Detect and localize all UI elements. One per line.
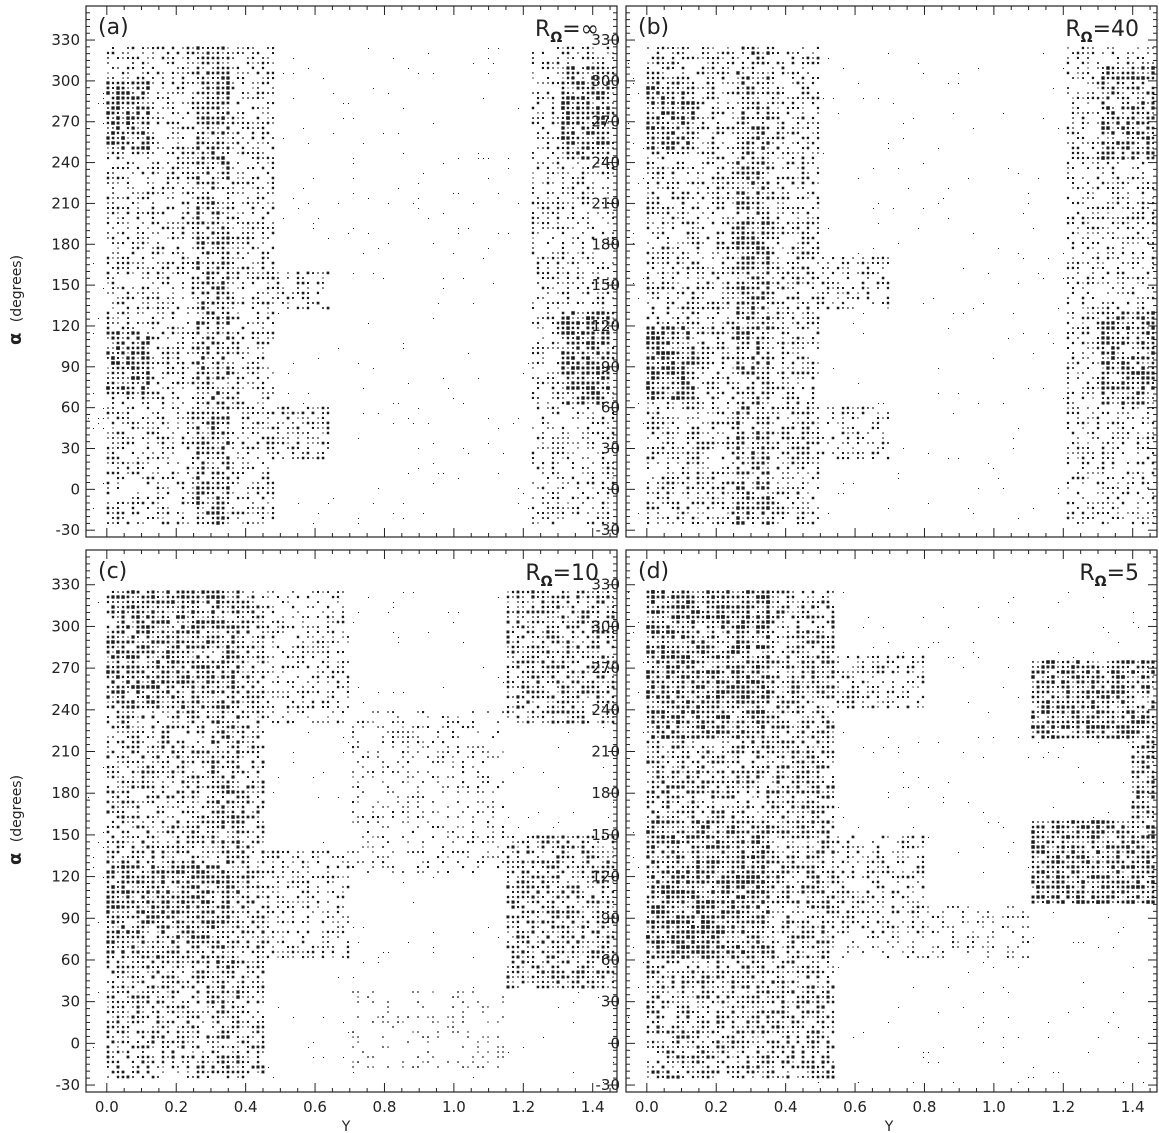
panel-label: (c) (98, 559, 127, 584)
y-tick-label: 210 (51, 743, 80, 761)
x-tick-label: 0.4 (234, 1098, 258, 1116)
y-tick-label: 300 (51, 72, 80, 90)
y-tick-label: 270 (591, 113, 620, 131)
x-tick-label: 0.8 (373, 1098, 397, 1116)
y-tick-label: 0 (70, 1034, 80, 1052)
y-tick-label: 150 (51, 276, 80, 294)
y-tick-label: 180 (51, 784, 80, 802)
r-omega-annotation: RΩ=∞ (535, 17, 599, 46)
plot-frame (625, 5, 1158, 538)
y-tick-label: 330 (51, 31, 80, 49)
x-tick-label: 1.4 (581, 1098, 605, 1116)
y-tick-label: 30 (61, 440, 80, 458)
y-tick-label: 60 (601, 399, 620, 417)
y-tick-label: 210 (591, 194, 620, 212)
y-tick-label: 270 (591, 659, 620, 677)
y-tick-label: 240 (591, 154, 620, 172)
panel-label: (a) (98, 15, 129, 40)
x-tick-label: 0.8 (913, 1098, 937, 1116)
density-points (628, 590, 1155, 1083)
y-tick-label: 240 (591, 701, 620, 719)
y-tick-label: 210 (591, 743, 620, 761)
r-omega-annotation: RΩ=5 (1079, 561, 1139, 590)
y-tick-label: 120 (591, 868, 620, 886)
y-tick-label: 150 (591, 826, 620, 844)
y-tick-label: 330 (591, 576, 620, 594)
y-tick-label: -30 (596, 521, 621, 539)
y-tick-label: 150 (51, 826, 80, 844)
plot-frame (85, 549, 618, 1093)
y-tick-label: 210 (51, 194, 80, 212)
y-tick-label: 90 (61, 358, 80, 376)
ylabel-top: α (degrees) (5, 255, 26, 345)
ylabel-text: (degrees) (9, 775, 25, 842)
y-tick-label: 60 (601, 951, 620, 969)
panel-label: (b) (638, 15, 669, 40)
x-tick-label: 1.0 (982, 1098, 1006, 1116)
ylabel-symbol: α (5, 853, 26, 865)
y-tick-label: 90 (601, 909, 620, 927)
x-tick-label: 1.2 (511, 1098, 535, 1116)
density-points (88, 43, 615, 525)
y-tick-label: 30 (601, 440, 620, 458)
panel-d: -30 0 30 60 90 120 150 180 210 240 270 300 330 0.0 0.2… (591, 549, 1158, 1116)
density-points (88, 590, 615, 1083)
x-tick-label: 1.4 (1121, 1098, 1145, 1116)
y-tick-label: 150 (591, 276, 620, 294)
y-tick-label: 120 (51, 868, 80, 886)
xlabel-left: Y (341, 1119, 351, 1133)
y-tick-label: 300 (51, 617, 80, 635)
x-tick-label: 0.6 (843, 1098, 867, 1116)
y-tick-label: -30 (56, 521, 81, 539)
x-tick-label: 0.6 (303, 1098, 327, 1116)
x-tick-label: 0.2 (704, 1098, 728, 1116)
y-tick-label: 240 (51, 154, 80, 172)
y-tick-label: 60 (61, 951, 80, 969)
ylabel-text: (degrees) (9, 255, 25, 322)
y-tick-label: 0 (610, 480, 620, 498)
y-tick-label: 30 (601, 993, 620, 1011)
xlabel-right: Y (884, 1119, 894, 1133)
y-tick-label: 180 (51, 235, 80, 253)
r-omega-annotation: RΩ=10 (525, 561, 599, 590)
y-tick-label: 30 (61, 993, 80, 1011)
plot-frame (85, 5, 618, 538)
x-tick-label: 1.0 (442, 1098, 466, 1116)
y-tick-label: 300 (591, 617, 620, 635)
y-tick-label: 90 (601, 358, 620, 376)
y-tick-label: 60 (61, 399, 80, 417)
y-tick-label: 270 (51, 113, 80, 131)
x-tick-label: 0.4 (774, 1098, 798, 1116)
y-tick-label: 330 (51, 576, 80, 594)
y-tick-label: 180 (591, 784, 620, 802)
y-tick-label: -30 (596, 1076, 621, 1094)
y-tick-label: 90 (61, 909, 80, 927)
density-points (628, 46, 1155, 525)
r-omega-annotation: RΩ=40 (1065, 17, 1139, 46)
ylabel-symbol: α (5, 333, 26, 345)
x-tick-label: 0.2 (164, 1098, 188, 1116)
y-tick-label: 270 (51, 659, 80, 677)
ylabel-bottom: α (degrees) (5, 775, 26, 865)
panel-label: (d) (638, 559, 669, 584)
x-tick-label: 0.0 (635, 1098, 659, 1116)
y-tick-label: 120 (591, 317, 620, 335)
y-tick-label: 300 (591, 72, 620, 90)
x-tick-label: 0.0 (95, 1098, 119, 1116)
y-tick-label: 0 (70, 480, 80, 498)
y-tick-label: 180 (591, 235, 620, 253)
y-tick-label: 330 (591, 31, 620, 49)
y-tick-label: -30 (56, 1076, 81, 1094)
y-tick-label: 120 (51, 317, 80, 335)
panel-b: -30 0 30 60 90 120 150 180 210 240 270 300 330 (b) RΩ=… (591, 5, 1158, 539)
x-tick-label: 1.2 (1051, 1098, 1075, 1116)
y-tick-label: 0 (610, 1034, 620, 1052)
y-tick-label: 240 (51, 701, 80, 719)
